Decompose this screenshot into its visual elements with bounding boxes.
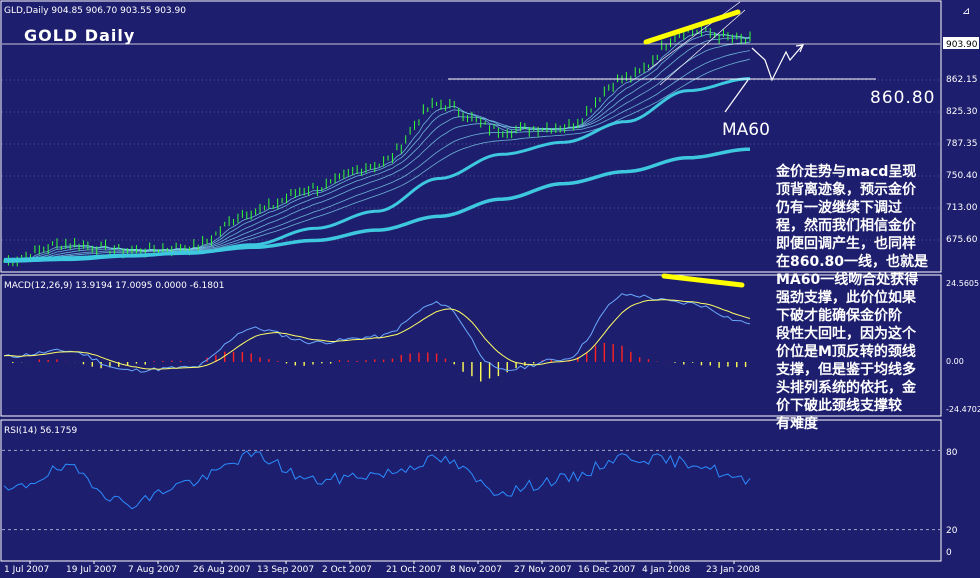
- date-label: 7 Aug 2007: [128, 565, 180, 575]
- macd-signal-line: [3, 299, 751, 370]
- trend-line: [647, 1, 741, 71]
- macd-title: MACD(12,26,9) 13.9194 17.0095 0.0000 -6.…: [4, 281, 224, 291]
- annotation-line: 有难度: [776, 415, 819, 432]
- macd-scale-mid: 0.00: [946, 357, 964, 366]
- neckline-price-label: 860.80: [870, 88, 935, 108]
- analysis-annotation: 金价走势与macd呈现 顶背离迹象，预示金价 仍有一波继续下调过 程，然而我们相…: [775, 163, 929, 432]
- ema-20-line: [3, 41, 751, 262]
- price-divergence-highlight: [643, 9, 741, 45]
- annotation-line: 价位是M顶反转的颈线: [776, 343, 916, 360]
- annotation-line: 支撑，但是鉴于均线多: [775, 361, 916, 378]
- trend-line: [659, 9, 746, 86]
- price-plot-area: [2, 1, 940, 267]
- annotation-line: 仍有一波继续下调过: [775, 199, 902, 216]
- ema-30-line: [3, 50, 751, 262]
- ma-long-line: [4, 147, 751, 263]
- macd-line: [3, 293, 751, 373]
- annotation-line: 金价走势与macd呈现: [775, 163, 916, 180]
- rsi-title: RSI(14) 56.1759: [4, 426, 77, 436]
- annotation-line: 头排列系统的依托，金: [776, 379, 917, 396]
- rsi-scale-80: 80: [946, 448, 958, 458]
- annotation-line: 在860.80一线，也就是: [776, 253, 929, 270]
- price-panel-frame: [0, 0, 942, 273]
- rsi-plot-area: [2, 449, 940, 564]
- chart-title: GOLD Daily: [24, 26, 135, 45]
- date-axis: 1 Jul 2007 19 Jul 2007 7 Aug 2007 26 Aug…: [4, 565, 760, 575]
- chart-pin-icon[interactable]: ⊿: [962, 6, 970, 17]
- price-tick: 862.15: [946, 75, 978, 85]
- current-price-label: 903.90: [946, 40, 978, 50]
- projected-arrow-icon: [795, 44, 804, 53]
- annotation-line: 程，然而我们相信金价: [776, 217, 917, 234]
- macd-divergence-highlight: [661, 273, 745, 288]
- annotation-line: 强劲支撑，此价位如果: [776, 289, 917, 306]
- symbol-info-label: GLD,Daily 904.85 906.70 903.55 903.90: [4, 6, 186, 16]
- date-label: 8 Nov 2007: [450, 565, 502, 575]
- date-label: 4 Jan 2008: [642, 565, 690, 575]
- annotation-line: 下破才能确保金价阶: [776, 307, 903, 324]
- ma60-pointer: [724, 79, 749, 113]
- date-label: 19 Jul 2007: [66, 565, 117, 575]
- price-tick: 713.00: [946, 203, 978, 213]
- price-tick: 787.35: [946, 139, 978, 149]
- date-label: 23 Jan 2008: [706, 565, 760, 575]
- date-label: 16 Dec 2007: [578, 565, 636, 575]
- price-tick: 675.60: [946, 235, 978, 245]
- date-label: 1 Jul 2007: [4, 565, 49, 575]
- projected-path: [751, 45, 803, 82]
- date-label: 13 Sep 2007: [257, 565, 314, 575]
- price-tick: 825.30: [946, 107, 978, 117]
- annotation-line: MA60一线吻合处获得: [776, 271, 918, 288]
- macd-scale-top: 24.5605: [946, 279, 979, 288]
- current-price-box: [943, 37, 979, 49]
- ema-40-line: [4, 58, 751, 262]
- macd-plot-area: [3, 273, 751, 382]
- annotation-line: 即便回调产生，也同样: [776, 235, 916, 252]
- macd-panel-frame: [0, 274, 942, 417]
- ema-5-line: [3, 31, 751, 263]
- ma60-label: MA60: [722, 120, 770, 140]
- rsi-scale-0: 0: [946, 548, 952, 558]
- annotation-line: 价下破此颈线支撑较: [776, 397, 902, 414]
- date-label: 21 Oct 2007: [386, 565, 442, 575]
- macd-scale-bottom: -24.4702: [946, 405, 980, 414]
- price-tick: 750.40: [946, 171, 978, 181]
- annotation-line: 顶背离迹象，预示金价: [776, 181, 917, 198]
- date-label: 27 Nov 2007: [514, 565, 572, 575]
- rsi-line: [3, 450, 751, 510]
- date-label: 2 Oct 2007: [322, 565, 372, 575]
- rsi-panel-frame: [0, 419, 942, 562]
- rsi-scale-20: 20: [946, 526, 958, 536]
- annotation-line: 段性大回吐，因为这个: [776, 325, 917, 342]
- date-label: 26 Aug 2007: [193, 565, 251, 575]
